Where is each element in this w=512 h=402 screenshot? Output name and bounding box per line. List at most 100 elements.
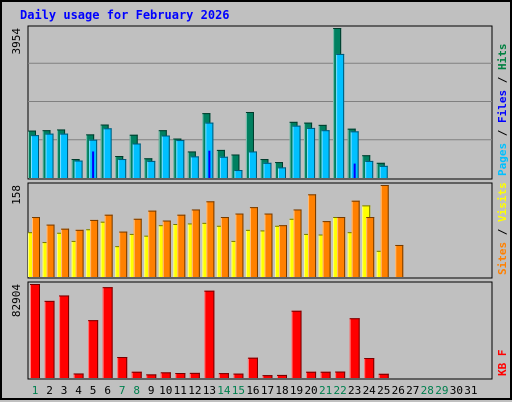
- bar-kbytes-kb-f-17: [262, 375, 273, 378]
- bar-hits-files-18: [278, 167, 287, 178]
- bar-kbytes-kb-f-7: [117, 357, 128, 378]
- bar-kbytes-kb-f-2: [44, 300, 55, 378]
- bar-visits-sites-23: [351, 200, 360, 277]
- bar-hits-files-3: [60, 133, 69, 178]
- bar-hits-files-6: [103, 128, 112, 178]
- day-label-26: 26: [392, 384, 405, 397]
- bar-hits-hits-15: [231, 154, 240, 178]
- bar-hits-files-10: [161, 135, 170, 178]
- bar-visits-visits-3: [57, 232, 66, 277]
- day-label-19: 19: [290, 384, 303, 397]
- bar-visits-sites-5: [90, 219, 99, 277]
- bar-hits-files-22: [336, 53, 345, 178]
- bar-hits-files-16: [248, 151, 257, 178]
- bar-visits-sites-12: [191, 209, 200, 277]
- day-label-10: 10: [159, 384, 172, 397]
- panel-kbytes: 82904 KB F: [10, 281, 509, 380]
- bar-kbytes-kb-f-14: [218, 373, 229, 378]
- bar-hits-pages-13: [208, 150, 211, 178]
- bar-hits-files-9: [147, 160, 156, 178]
- day-label-6: 6: [104, 384, 111, 397]
- bar-visits-sites-7: [119, 231, 128, 277]
- bar-kbytes-kb-f-4: [73, 373, 84, 378]
- bar-kbytes-kb-f-15: [233, 373, 244, 378]
- day-label-21: 21: [319, 384, 332, 397]
- bar-visits-sites-21: [322, 221, 331, 277]
- bar-hits-pages-23: [353, 163, 356, 178]
- bar-visits-sites-13: [206, 201, 215, 277]
- bar-kbytes-kb-f-11: [175, 373, 186, 378]
- bar-visits-sites-15: [235, 213, 244, 277]
- bar-visits-sites-10: [162, 220, 171, 277]
- day-label-14: 14: [217, 384, 231, 397]
- bar-hits-pages-5: [92, 151, 95, 178]
- bar-kbytes-kb-f-22: [335, 371, 346, 378]
- day-label-7: 7: [119, 384, 126, 397]
- bar-visits-sites-22: [337, 217, 346, 277]
- bar-visits-sites-14: [220, 217, 229, 277]
- bar-visits-sites-25: [380, 185, 389, 277]
- bar-hits-files-7: [118, 159, 127, 178]
- day-label-8: 8: [133, 384, 140, 397]
- day-label-12: 12: [188, 384, 201, 397]
- day-label-9: 9: [148, 384, 155, 397]
- day-label-2: 2: [46, 384, 53, 397]
- day-label-20: 20: [304, 384, 317, 397]
- legend-item: /: [496, 123, 509, 143]
- legend-item: Hits: [496, 44, 509, 71]
- bar-kbytes-kb-f-13: [204, 290, 215, 378]
- bar-kbytes-kb-f-23: [349, 318, 360, 378]
- bar-kbytes-kb-f-6: [102, 287, 113, 378]
- legend-item: Sites: [496, 242, 509, 275]
- day-label-13: 13: [203, 384, 216, 397]
- day-label-23: 23: [348, 384, 361, 397]
- bar-visits-sites-9: [148, 210, 157, 277]
- bar-visits-sites-1: [32, 217, 40, 277]
- bar-kbytes-kb-f-24: [364, 358, 375, 378]
- bar-visits-sites-18: [279, 225, 288, 277]
- day-label-4: 4: [75, 384, 82, 397]
- day-label-25: 25: [377, 384, 390, 397]
- bar-hits-files-14: [219, 156, 228, 178]
- day-label-30: 30: [450, 384, 463, 397]
- panel-hits-area: [27, 25, 493, 180]
- day-label-29: 29: [435, 384, 448, 397]
- bar-visits-visits-8: [129, 233, 138, 277]
- day-label-27: 27: [406, 384, 419, 397]
- bar-hits-files-2: [45, 133, 54, 178]
- bar-kbytes-kb-f-20: [306, 371, 317, 378]
- panel-visits-legend: Sites / Visits: [496, 182, 509, 275]
- bar-kbytes-kb-f-25: [378, 373, 389, 378]
- bar-hits-files-1: [31, 135, 39, 178]
- day-label-3: 3: [61, 384, 68, 397]
- bar-visits-sites-24: [366, 217, 375, 277]
- panel-visits: 158 Sites / Visits: [10, 182, 509, 279]
- bar-visits-sites-8: [133, 218, 142, 277]
- bar-kbytes-kb-f-5: [88, 320, 99, 378]
- bar-hits-files-17: [263, 162, 272, 178]
- bar-kbytes-kb-f-12: [189, 372, 200, 378]
- day-label-17: 17: [261, 384, 274, 397]
- bar-visits-sites-2: [46, 224, 55, 277]
- bar-hits-files-15: [234, 170, 243, 178]
- bar-kbytes-kb-f-18: [277, 374, 288, 378]
- day-label-18: 18: [275, 384, 288, 397]
- day-label-22: 22: [334, 384, 347, 397]
- bar-visits-sites-17: [264, 213, 273, 277]
- legend-item: Pages: [496, 143, 509, 176]
- bar-hits-files-20: [307, 127, 316, 178]
- bar-kbytes-kb-f-1: [30, 284, 40, 378]
- bar-kbytes-kb-f-8: [131, 371, 142, 378]
- panel-kbytes-legend: KB F: [496, 350, 509, 377]
- legend-item: Files: [496, 90, 509, 123]
- panel-hits: 3954 Pages / Files / Hits: [10, 25, 509, 180]
- bar-visits-sites-26: [395, 244, 404, 277]
- bar-visits-sites-6: [104, 214, 113, 277]
- legend-item: Visits: [496, 182, 509, 222]
- bar-kbytes-kb-f-19: [291, 310, 302, 378]
- day-label-31: 31: [464, 384, 477, 397]
- bar-hits-files-21: [321, 130, 330, 178]
- bar-hits-files-13: [205, 122, 214, 178]
